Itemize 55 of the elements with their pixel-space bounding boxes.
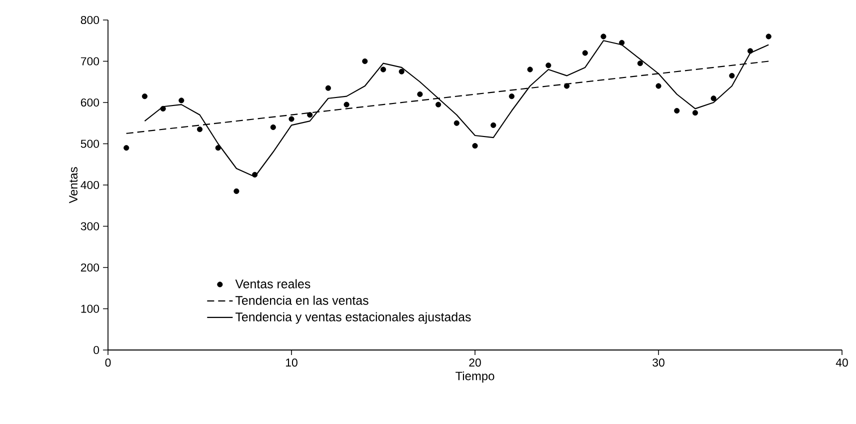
y-tick-label: 800 <box>80 16 100 24</box>
point <box>692 110 698 116</box>
point <box>398 68 404 74</box>
point <box>252 172 258 178</box>
x-tick-label: 10 <box>286 358 298 367</box>
point <box>288 116 294 122</box>
point <box>747 48 754 54</box>
point <box>710 96 716 102</box>
point <box>270 124 276 130</box>
y-tick-label: 200 <box>80 263 100 272</box>
x-tick-label: 20 <box>469 358 481 367</box>
y-tick-label: 100 <box>81 304 100 313</box>
point <box>215 145 221 151</box>
y-tick-label: 0 <box>94 346 100 354</box>
x-tick-label: 0 <box>105 358 111 367</box>
y-tick-label: 600 <box>80 98 100 107</box>
point <box>178 98 184 104</box>
point <box>582 50 588 56</box>
point <box>490 122 496 128</box>
point <box>454 120 460 126</box>
point <box>508 94 514 100</box>
point <box>344 102 350 108</box>
point <box>362 58 368 64</box>
point <box>472 143 478 149</box>
point <box>527 66 533 72</box>
point <box>674 108 680 114</box>
point <box>142 94 148 100</box>
x-axis-title: Tiempo <box>456 371 494 383</box>
point <box>564 83 570 89</box>
legend-label: Tendencia y ventas estacionales ajustadas <box>235 312 471 324</box>
x-tick-label: 30 <box>652 358 664 367</box>
y-tick-label: 300 <box>80 222 100 230</box>
point <box>307 112 313 118</box>
x-tick-label: 40 <box>836 358 848 367</box>
point <box>546 62 552 68</box>
point <box>729 72 735 78</box>
y-tick-label: 400 <box>80 180 100 190</box>
y-tick-label: 500 <box>80 140 100 148</box>
point <box>656 83 662 89</box>
y-axis-title: Ventas <box>69 167 78 204</box>
point <box>380 66 386 72</box>
point <box>325 85 331 91</box>
legend-label: Ventas reales <box>235 279 310 288</box>
point <box>124 145 130 151</box>
point <box>436 102 442 108</box>
point <box>600 34 606 40</box>
point <box>619 40 625 46</box>
point <box>417 91 423 98</box>
legend-label: Tendencia en las ventas <box>235 296 368 305</box>
point <box>637 60 643 66</box>
point <box>766 34 772 40</box>
point <box>160 106 166 112</box>
point <box>234 188 240 194</box>
y-tick-label: 700 <box>80 57 100 66</box>
point <box>196 126 203 132</box>
